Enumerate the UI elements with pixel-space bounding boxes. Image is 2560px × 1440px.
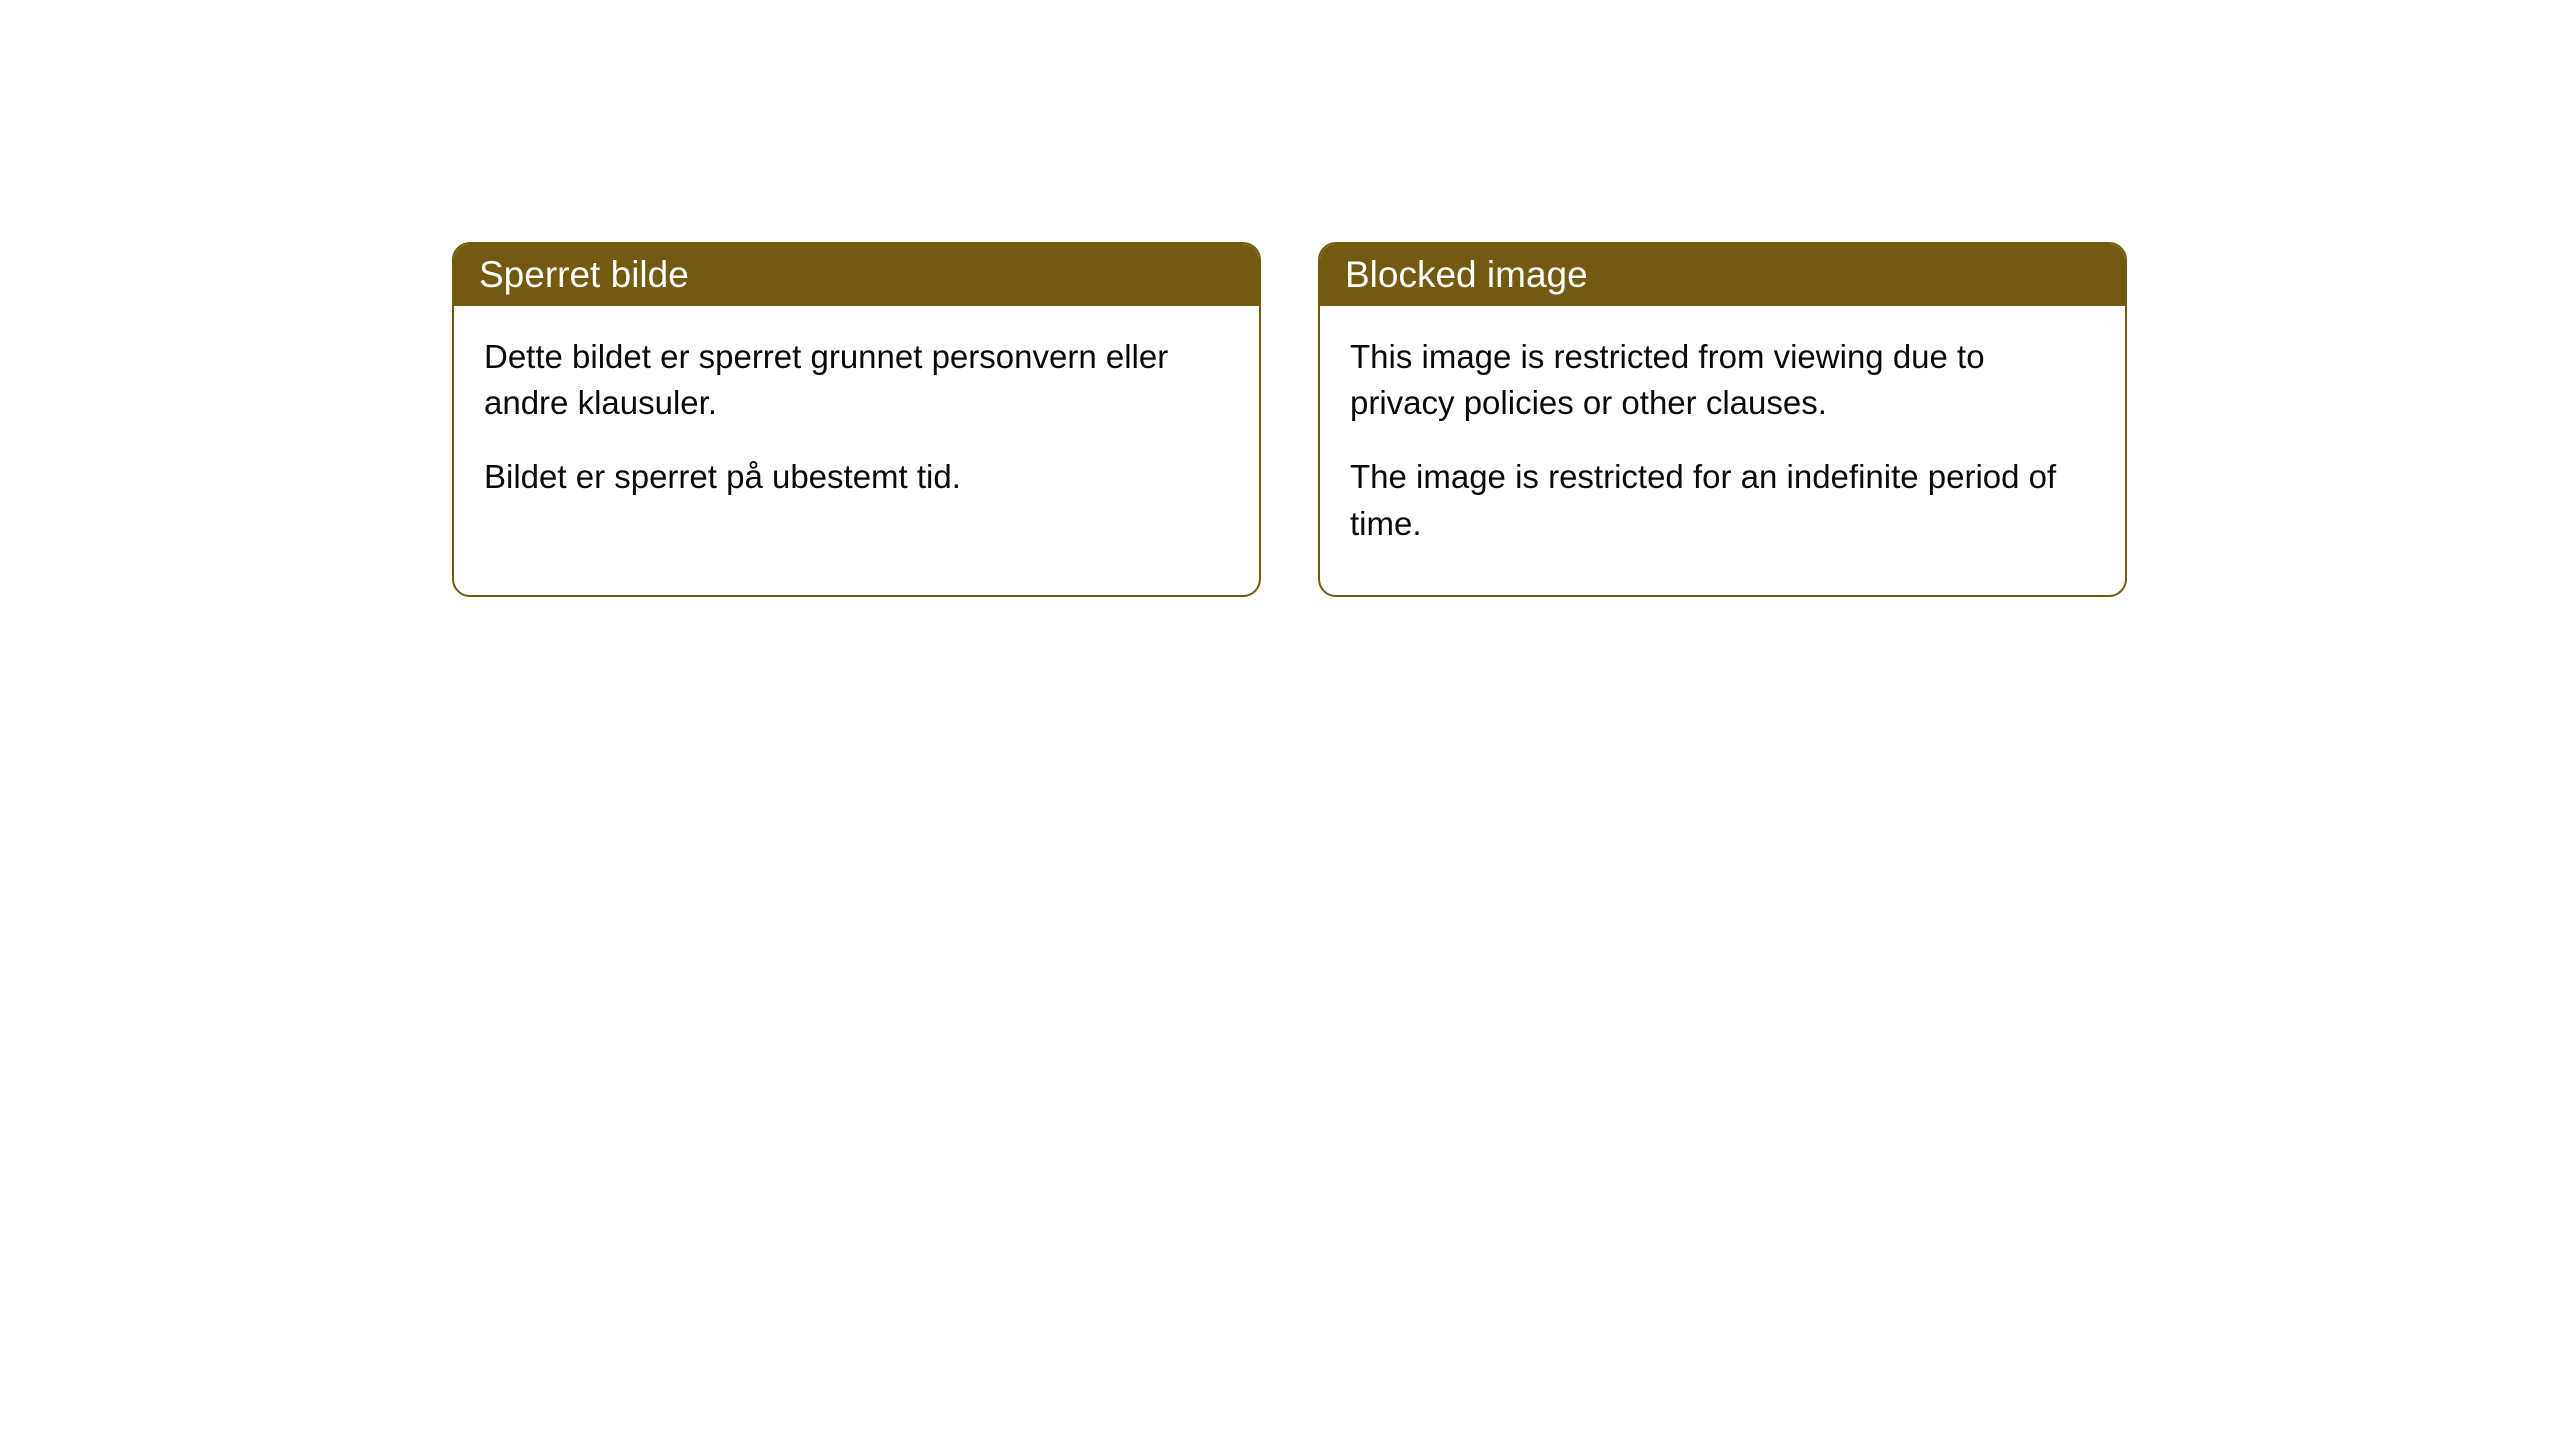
notification-cards-container: Sperret bilde Dette bildet er sperret gr… — [452, 242, 2560, 597]
blocked-image-card-english: Blocked image This image is restricted f… — [1318, 242, 2127, 597]
card-paragraph-1-english: This image is restricted from viewing du… — [1350, 334, 2095, 426]
card-body-english: This image is restricted from viewing du… — [1320, 306, 2125, 595]
card-header-english: Blocked image — [1320, 244, 2125, 306]
card-header-norwegian: Sperret bilde — [454, 244, 1259, 306]
card-title-english: Blocked image — [1345, 254, 1588, 295]
card-body-norwegian: Dette bildet er sperret grunnet personve… — [454, 306, 1259, 549]
blocked-image-card-norwegian: Sperret bilde Dette bildet er sperret gr… — [452, 242, 1261, 597]
card-title-norwegian: Sperret bilde — [479, 254, 689, 295]
card-paragraph-1-norwegian: Dette bildet er sperret grunnet personve… — [484, 334, 1229, 426]
card-paragraph-2-norwegian: Bildet er sperret på ubestemt tid. — [484, 454, 1229, 500]
card-paragraph-2-english: The image is restricted for an indefinit… — [1350, 454, 2095, 546]
